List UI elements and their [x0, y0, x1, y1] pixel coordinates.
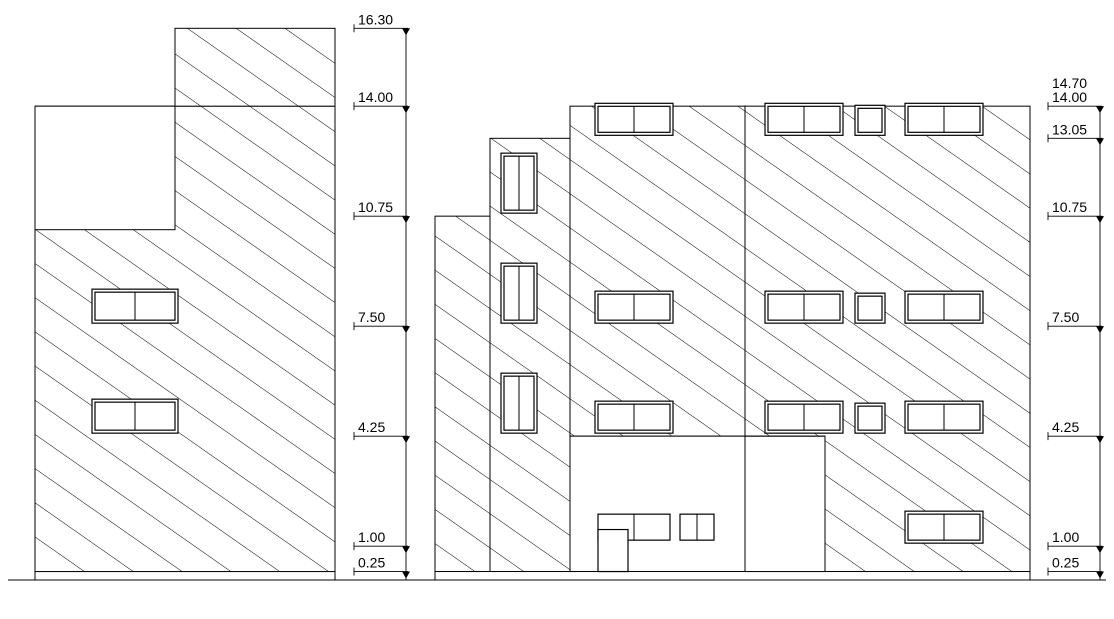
window — [855, 403, 885, 433]
block-c — [570, 106, 745, 436]
window — [905, 103, 983, 135]
window — [92, 399, 178, 433]
level-marker-arrow — [402, 546, 410, 553]
level-marker-arrow — [402, 572, 410, 579]
level-marker-arrow — [1096, 546, 1104, 553]
window — [765, 103, 843, 135]
level-marker-arrow — [402, 436, 410, 443]
window — [598, 530, 628, 572]
level-marker-arrow — [402, 216, 410, 223]
level-marker-arrow — [1096, 138, 1104, 145]
level-marker-arrow — [402, 326, 410, 333]
window — [905, 291, 983, 323]
left-plinth — [35, 572, 335, 580]
level-marker-arrow — [402, 106, 410, 113]
level-label: 10.75 — [358, 199, 393, 215]
level-label: 0.25 — [1052, 555, 1079, 571]
level-label: 14.00 — [1052, 89, 1087, 105]
window — [501, 153, 537, 213]
window — [855, 293, 885, 323]
level-label: 4.25 — [1052, 419, 1079, 435]
window — [905, 401, 983, 433]
window — [92, 289, 178, 323]
left-blank-panel — [35, 106, 175, 230]
window — [501, 263, 537, 323]
window — [765, 401, 843, 433]
entry-notch — [745, 436, 825, 571]
level-marker-arrow — [1096, 216, 1104, 223]
level-label: 14.70 — [1052, 75, 1087, 91]
plinth-b — [435, 572, 1030, 580]
window — [680, 514, 714, 540]
level-label: 0.25 — [358, 555, 385, 571]
level-label: 1.00 — [358, 529, 385, 545]
level-marker-arrow — [1096, 436, 1104, 443]
level-label: 4.25 — [358, 419, 385, 435]
level-label: 7.50 — [1052, 309, 1079, 325]
level-label: 14.00 — [358, 89, 393, 105]
window — [905, 511, 983, 543]
window — [595, 103, 673, 135]
level-label: 16.30 — [358, 11, 393, 27]
elevation-drawing: 16.3014.0010.757.504.251.000.2514.0014.7… — [0, 0, 1114, 619]
level-label: 10.75 — [1052, 199, 1087, 215]
level-marker-arrow — [1096, 106, 1104, 113]
level-marker-arrow — [1096, 326, 1104, 333]
level-marker-arrow — [1096, 572, 1104, 579]
window — [855, 105, 885, 135]
window — [595, 401, 673, 433]
block-a — [435, 216, 490, 571]
window — [595, 291, 673, 323]
level-label: 13.05 — [1052, 121, 1087, 137]
left-tower — [175, 28, 335, 106]
block-c-low — [570, 436, 745, 571]
level-marker-arrow — [402, 28, 410, 35]
level-label: 7.50 — [358, 309, 385, 325]
window — [765, 291, 843, 323]
window — [501, 373, 537, 433]
level-label: 1.00 — [1052, 529, 1079, 545]
